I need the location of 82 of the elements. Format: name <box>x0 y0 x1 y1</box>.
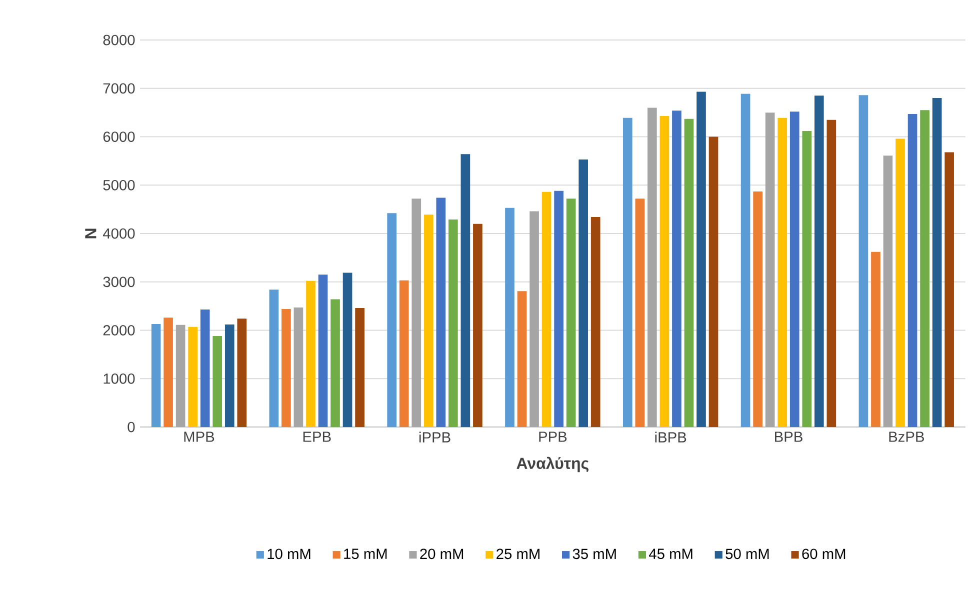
legend-label: 60 mM <box>802 548 846 560</box>
bar <box>554 190 564 428</box>
bar <box>883 156 893 428</box>
bar <box>542 192 552 428</box>
bar <box>765 112 775 428</box>
x-tick-label: EPB <box>303 432 331 442</box>
bar <box>908 114 918 428</box>
x-tick-label: BPB <box>775 432 802 442</box>
bar <box>355 308 364 428</box>
y-tick-label: 6000 <box>103 132 135 142</box>
y-tick-label: 4000 <box>103 228 135 239</box>
bar <box>932 98 942 428</box>
bar <box>212 336 222 428</box>
bar <box>517 291 527 428</box>
bar <box>802 130 812 428</box>
x-tick-label: BzPB <box>889 432 924 442</box>
bar <box>151 324 161 428</box>
bar <box>318 274 328 428</box>
bar <box>672 110 682 428</box>
bar <box>460 154 470 428</box>
bar <box>424 214 434 428</box>
bar <box>282 308 291 428</box>
legend-label: 50 mM <box>726 548 769 560</box>
y-tick-label: 3000 <box>103 276 135 288</box>
legend-label: 35 mM <box>572 548 616 560</box>
bar <box>753 191 762 428</box>
y-tick-label: 8000 <box>103 34 135 46</box>
bar <box>684 118 694 428</box>
bar <box>790 112 800 428</box>
bar <box>740 94 750 428</box>
bar <box>188 326 198 428</box>
bar <box>412 198 422 428</box>
x-tick-label: PPB <box>539 432 567 442</box>
bar <box>330 299 340 428</box>
bar <box>944 152 954 428</box>
bar <box>778 118 788 428</box>
y-tick-label: 0 <box>128 422 135 432</box>
legend-label: 15 mM <box>344 548 387 560</box>
y-tick-label: 5000 <box>103 180 135 190</box>
y-axis-title: N <box>85 228 96 238</box>
bar <box>826 120 836 428</box>
bar <box>473 224 482 428</box>
bar <box>648 108 657 428</box>
legend-label: 25 mM <box>496 548 540 560</box>
bar <box>306 280 316 428</box>
legend-label: 45 mM <box>649 548 692 560</box>
bar <box>530 211 539 428</box>
bar <box>814 96 824 428</box>
x-axis-title: Αναλύτης <box>516 456 588 472</box>
bar <box>237 318 247 428</box>
bar <box>696 92 706 428</box>
bar <box>294 308 304 428</box>
bar <box>200 309 210 428</box>
y-tick-label: 2000 <box>103 325 135 336</box>
x-tick-label: iPPB <box>419 432 450 442</box>
bar <box>578 159 588 428</box>
bar <box>920 110 930 428</box>
x-tick-label: iBPB <box>655 432 686 442</box>
legend-label: 10 mM <box>268 548 310 560</box>
bar <box>269 290 279 428</box>
bar <box>387 213 396 428</box>
bar <box>224 324 234 428</box>
legend-label: 20 mM <box>420 548 464 560</box>
bar <box>448 219 458 428</box>
bar <box>176 324 186 428</box>
bar <box>566 198 576 428</box>
bar <box>708 136 718 428</box>
bar <box>660 116 670 428</box>
bar <box>871 252 880 428</box>
y-tick-label: 7000 <box>103 83 135 94</box>
bar <box>342 272 352 428</box>
x-tick-label: MPB <box>184 432 214 442</box>
bar <box>436 198 446 428</box>
bar <box>590 217 600 428</box>
bar <box>164 318 173 428</box>
bar <box>399 280 409 428</box>
bar <box>858 95 868 428</box>
bar <box>622 118 632 428</box>
y-tick-label: 1000 <box>104 373 135 384</box>
bar <box>635 198 645 428</box>
bar <box>896 138 905 428</box>
bar <box>505 208 514 428</box>
